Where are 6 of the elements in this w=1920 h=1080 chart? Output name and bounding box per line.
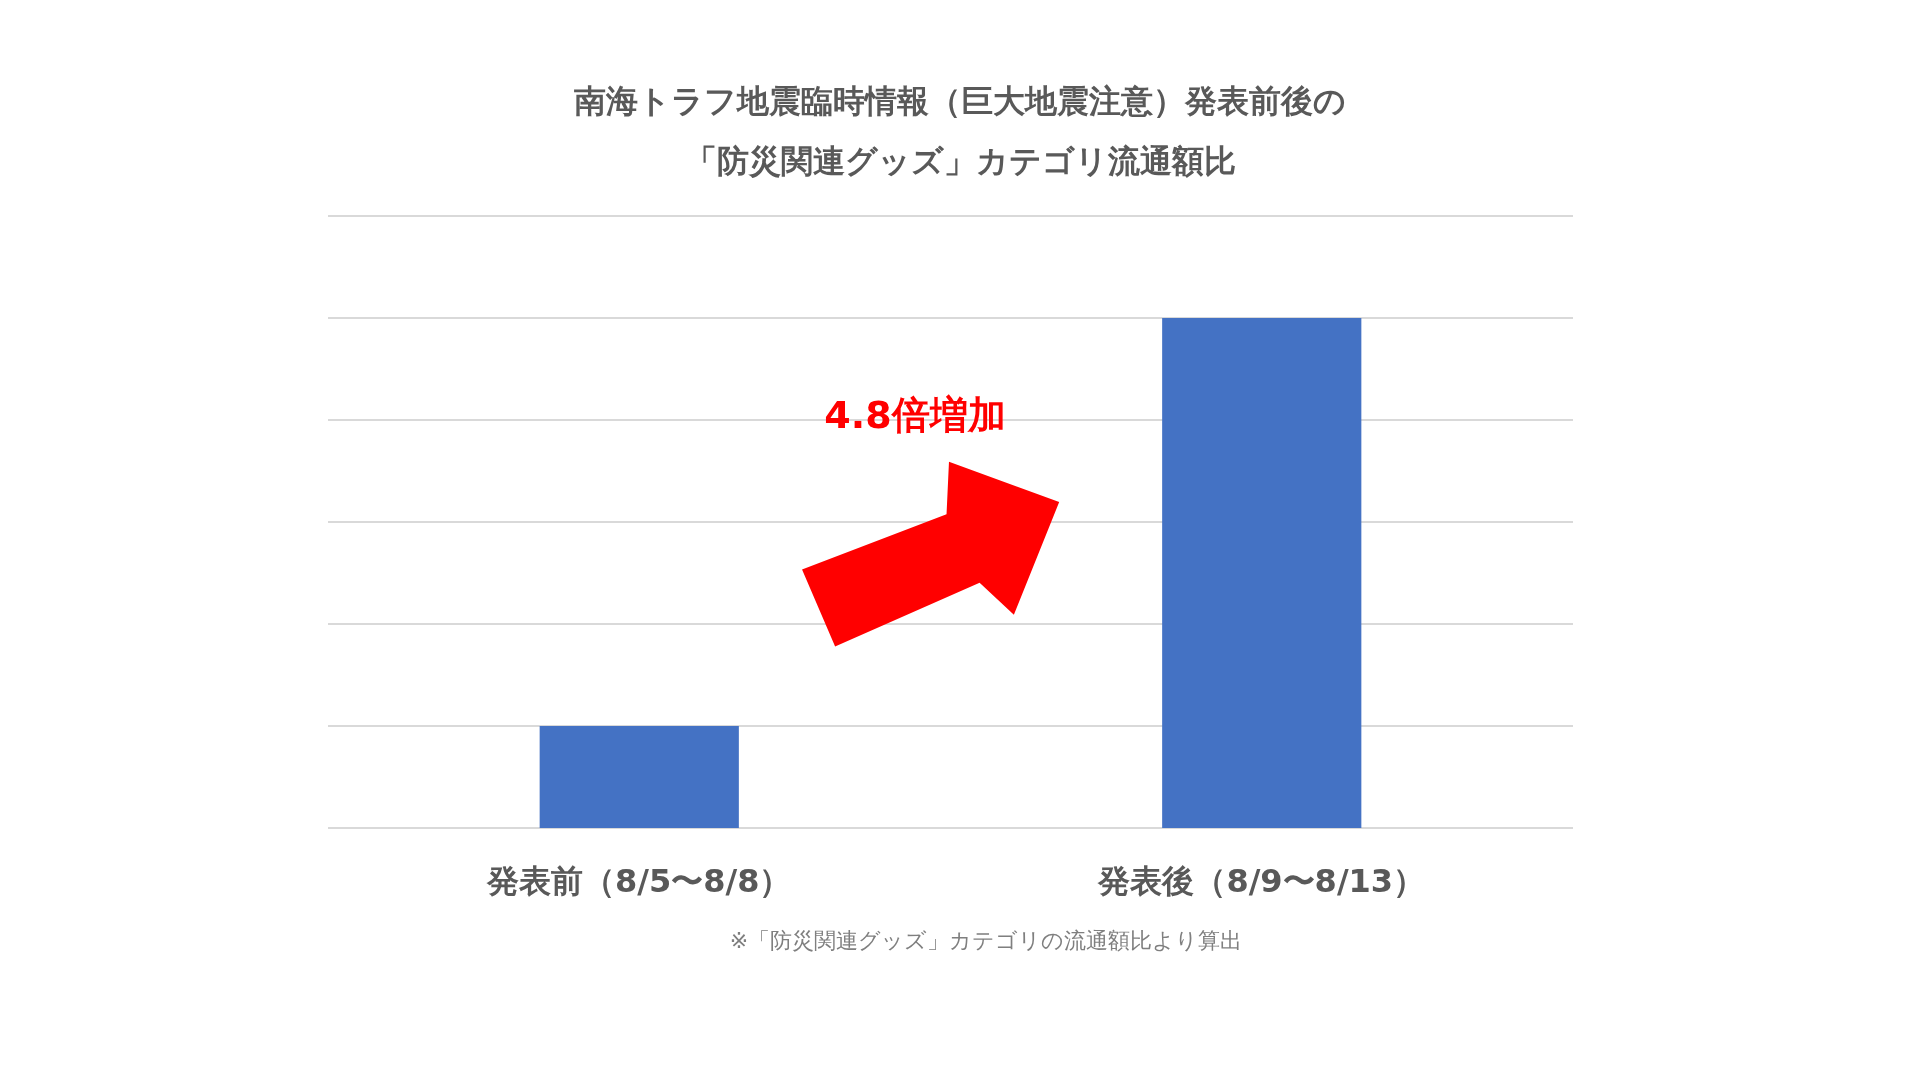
x-tick-label: 発表後（8/9〜8/13） — [1097, 862, 1426, 900]
chart-subtitle: 「防災関連グッズ」カテゴリ流通額比 — [684, 142, 1236, 180]
x-tick-label: 発表前（8/5〜8/8） — [486, 862, 792, 900]
annotation: 4.8倍増加 — [824, 393, 1006, 437]
text: ※「防災関連グッズ」カテゴリの流通額比より算出 — [729, 928, 1243, 953]
chart-title: 南海トラフ地震臨時情報（巨大地震注意）発表前後の — [574, 82, 1346, 120]
